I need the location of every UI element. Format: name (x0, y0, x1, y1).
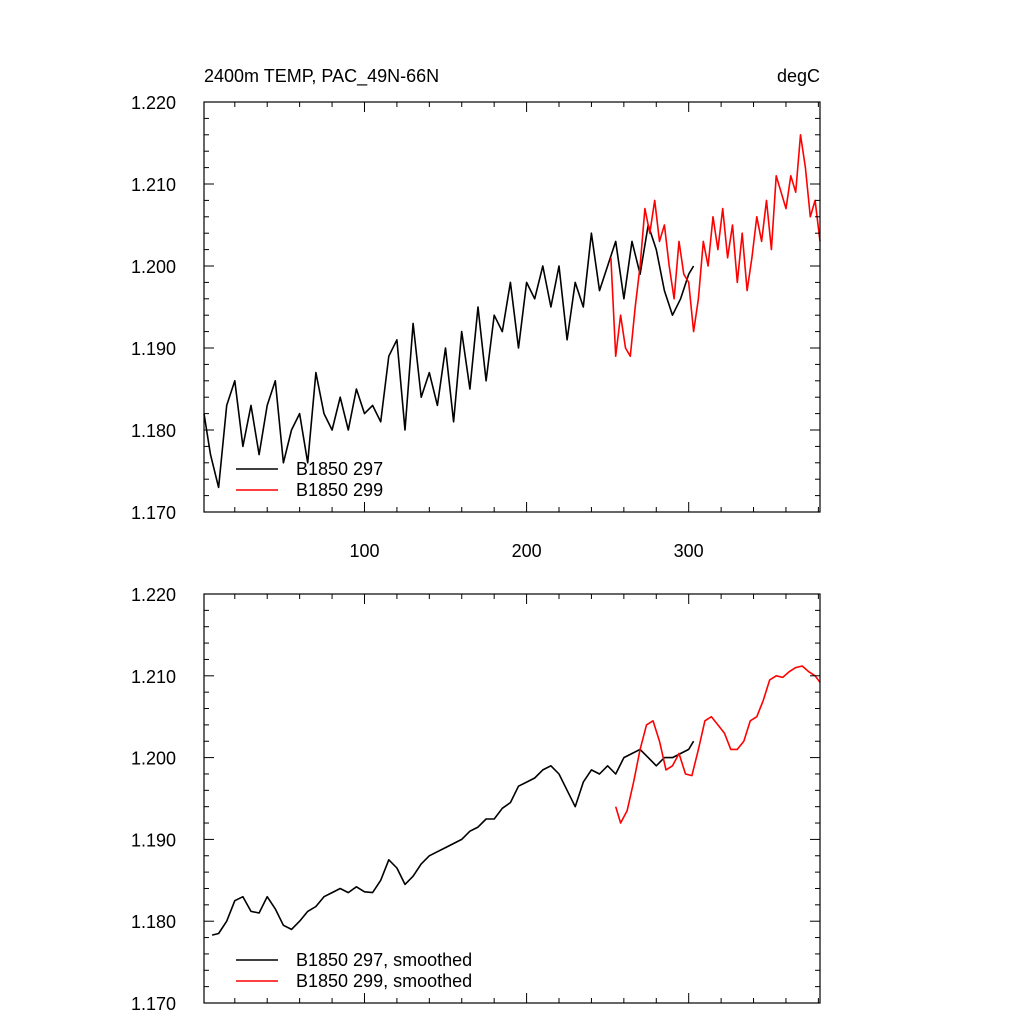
x-tick-label: 300 (674, 541, 704, 561)
y-tick-label: 1.170 (131, 503, 176, 523)
x-tick-label: 200 (512, 541, 542, 561)
legend-label: B1850 299 (296, 480, 383, 500)
y-tick-label: 1.200 (131, 257, 176, 277)
y-tick-label: 1.180 (131, 912, 176, 932)
series-line-b1850-297 (203, 224, 695, 489)
y-tick-label: 1.170 (131, 994, 176, 1014)
series-line-b1850-299 (610, 134, 821, 357)
bottom-panel-smoothed: 1.170 1.180 1.190 1.200 1.210 1.220 B1850 297,… (131, 585, 821, 1014)
y-tick-label: 1.200 (131, 749, 176, 769)
plot-frame (203, 101, 821, 513)
y-tick-label: 1.220 (131, 93, 176, 113)
chart-units: degC (777, 66, 820, 86)
legend-label: B1850 297 (296, 459, 383, 479)
plot-frame (203, 593, 821, 1004)
y-tick-label: 1.220 (131, 585, 176, 605)
series-line-b1850-297-smoothed (211, 740, 695, 936)
y-tick-label: 1.210 (131, 667, 176, 687)
y-tick-label: 1.210 (131, 175, 176, 195)
chart-title: 2400m TEMP, PAC_49N-66N (204, 66, 439, 87)
x-tick-label: 100 (349, 541, 379, 561)
y-tick-label: 1.180 (131, 421, 176, 441)
legend-label: B1850 297, smoothed (296, 950, 472, 970)
legend-label: B1850 299, smoothed (296, 971, 472, 991)
y-tick-label: 1.190 (131, 830, 176, 850)
y-tick-label: 1.190 (131, 339, 176, 359)
series-line-b1850-299-smoothed (614, 665, 821, 824)
top-panel-raw: 1.170 1.180 1.190 1.200 1.210 1.220 100 200 300 B… (131, 93, 821, 561)
